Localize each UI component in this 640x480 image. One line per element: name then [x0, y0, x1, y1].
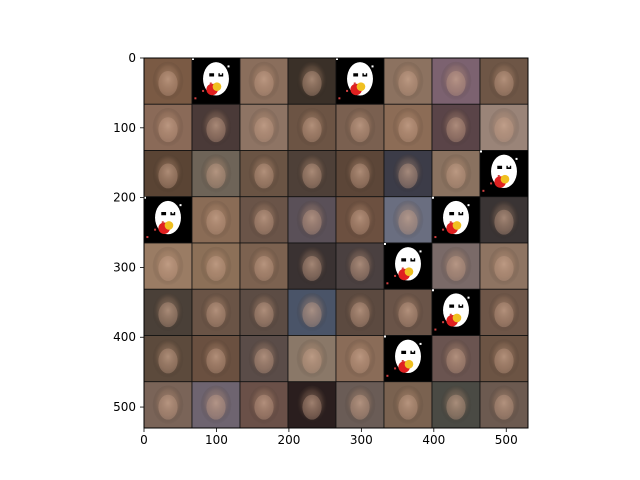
image-cell	[431, 288, 481, 336]
image-cell	[287, 288, 337, 336]
image-cell	[383, 335, 433, 383]
image-cell	[287, 196, 337, 244]
image-cell	[479, 288, 529, 336]
x-tick-label: 300	[350, 433, 373, 447]
image-cell	[191, 103, 241, 151]
image-cell	[287, 57, 337, 105]
image-cell	[191, 150, 241, 198]
image-cell	[479, 150, 529, 198]
image-cell	[383, 57, 433, 105]
x-axis: 0 100 200 300 400 500	[140, 428, 518, 447]
image-cell	[239, 381, 289, 429]
x-tick-label: 500	[495, 433, 518, 447]
image-cell	[143, 103, 193, 151]
image-cell	[479, 381, 529, 429]
image-cell	[335, 381, 385, 429]
image-cell	[239, 196, 289, 244]
image-cell	[191, 288, 241, 336]
y-tick-label: 300	[113, 260, 136, 274]
image-cell	[335, 57, 385, 105]
x-tick-label: 0	[140, 433, 148, 447]
image-cell	[383, 381, 433, 429]
image-cell	[335, 335, 385, 383]
image-cell	[239, 103, 289, 151]
image-cell	[335, 288, 385, 336]
image-cell	[143, 196, 193, 244]
image-cell	[191, 57, 241, 105]
image-cell	[479, 335, 529, 383]
image-cells	[143, 57, 529, 429]
image-cell	[239, 242, 289, 290]
image-cell	[479, 103, 529, 151]
image-cell	[431, 57, 481, 105]
image-cell	[335, 196, 385, 244]
image-cell	[479, 196, 529, 244]
image-cell	[383, 150, 433, 198]
image-cell	[143, 242, 193, 290]
image-cell	[191, 242, 241, 290]
image-cell	[287, 335, 337, 383]
image-cell	[383, 196, 433, 244]
image-cell	[143, 150, 193, 198]
y-tick-label: 500	[113, 400, 136, 414]
image-cell	[431, 381, 481, 429]
image-cell	[431, 335, 481, 383]
image-cell	[239, 57, 289, 105]
y-tick-label: 400	[113, 330, 136, 344]
x-tick-label: 200	[277, 433, 300, 447]
y-tick-label: 200	[113, 191, 136, 205]
image-cell	[287, 381, 337, 429]
image-cell	[143, 288, 193, 336]
image-cell	[383, 242, 433, 290]
image-cell	[335, 150, 385, 198]
image-cell	[431, 242, 481, 290]
image-cell	[287, 103, 337, 151]
image-cell	[239, 335, 289, 383]
x-tick-label: 100	[205, 433, 228, 447]
y-tick-label: 100	[113, 121, 136, 135]
image-cell	[143, 381, 193, 429]
axes-frame	[143, 57, 529, 429]
image-cell	[431, 103, 481, 151]
image-cell	[479, 57, 529, 105]
image-cell	[287, 242, 337, 290]
y-axis: 0 100 200 300 400 500	[113, 51, 144, 414]
x-tick-label: 400	[422, 433, 445, 447]
image-cell	[335, 242, 385, 290]
image-cell	[287, 150, 337, 198]
image-cell	[335, 103, 385, 151]
image-cell	[239, 288, 289, 336]
image-cell	[191, 335, 241, 383]
image-cell	[191, 381, 241, 429]
image-cell	[143, 335, 193, 383]
image-cell	[383, 288, 433, 336]
y-tick-label: 0	[128, 51, 136, 65]
image-cell	[431, 196, 481, 244]
image-cell	[479, 242, 529, 290]
image-cell	[239, 150, 289, 198]
image-cell	[383, 103, 433, 151]
image-cell	[191, 196, 241, 244]
image-cell	[143, 57, 193, 105]
image-cell	[431, 150, 481, 198]
